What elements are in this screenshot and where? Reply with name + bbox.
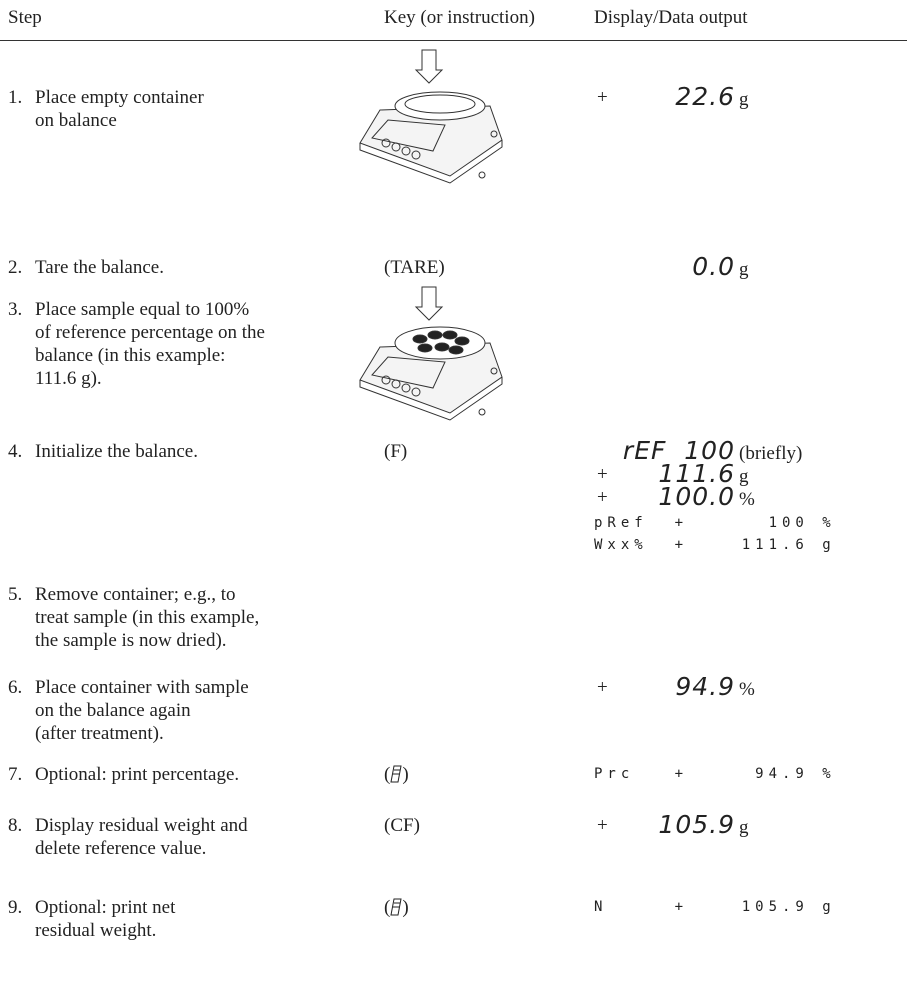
key: (): [384, 763, 409, 786]
step-number: 8.: [8, 815, 23, 836]
printout-line: Wxx% + 111.6 g: [594, 537, 836, 553]
step-text: Place container with sample: [35, 677, 249, 698]
display-note: (briefly): [739, 443, 803, 464]
balance-empty: [359, 49, 503, 184]
display-line: +94.9%: [594, 672, 755, 701]
header-step: Step: [8, 7, 42, 28]
display-unit: g: [739, 89, 749, 110]
step-number: 9.: [8, 897, 23, 918]
key-open: (: [384, 764, 391, 785]
display-line: +111.6 g: [594, 459, 749, 488]
step-text: (after treatment).: [35, 723, 164, 744]
key-open: (: [384, 897, 391, 918]
key-close: ): [402, 897, 409, 918]
key: (TARE): [384, 257, 445, 278]
step-number: 2.: [8, 257, 23, 278]
step-text: Optional: print percentage.: [35, 764, 240, 785]
balance-sample: [359, 286, 503, 421]
printout-line: N + 105.9 g: [594, 899, 836, 915]
display-reading: 105.9: [658, 810, 735, 839]
display-sign: +: [597, 815, 608, 836]
step-number: 6.: [8, 677, 23, 698]
display-line: +100.0%: [594, 482, 755, 511]
step-text: Remove container; e.g., to: [35, 584, 236, 605]
print-icon: [390, 898, 402, 916]
display-reading: 22.6: [675, 82, 735, 111]
display-reading: 94.9: [675, 672, 735, 701]
step-number: 1.: [8, 87, 23, 108]
step-text: Place empty container: [35, 87, 204, 108]
display-line: rEF 100 (briefly): [594, 436, 803, 465]
display-unit: %: [739, 679, 755, 700]
step-text: Display residual weight and: [35, 815, 248, 836]
key: (CF): [384, 815, 420, 836]
step-text: 111.6 g).: [35, 368, 102, 389]
header-key: Key (or instruction): [384, 7, 535, 28]
printout-line: pRef + 100 %: [594, 515, 836, 531]
display-reading: rEF 100: [622, 436, 735, 465]
step-text: on balance: [35, 110, 117, 131]
display-line: 0.0 g: [594, 252, 749, 281]
step-text: Optional: print net: [35, 897, 176, 918]
step-text: the sample is now dried).: [35, 630, 227, 651]
step-text: treat sample (in this example,: [35, 607, 260, 628]
display-sign: +: [597, 464, 608, 485]
header-rule: [0, 40, 907, 41]
display-sign: +: [597, 87, 608, 108]
step-text: of reference percentage on the: [35, 322, 265, 343]
step-text: Tare the balance.: [35, 257, 164, 278]
display-unit: g: [739, 466, 749, 487]
step-text: on the balance again: [35, 700, 191, 721]
step-number: 4.: [8, 441, 23, 462]
display-sign: +: [597, 677, 608, 698]
key-close: ): [402, 764, 409, 785]
key: (F): [384, 441, 408, 462]
step-text: residual weight.: [35, 920, 157, 941]
display-unit: g: [739, 259, 749, 280]
display-line: +105.9 g: [594, 810, 749, 839]
display-unit: %: [739, 489, 755, 510]
display-sign: +: [597, 487, 608, 508]
step-number: 5.: [8, 584, 23, 605]
display-line: +22.6 g: [594, 82, 749, 111]
print-icon: [390, 765, 402, 783]
display-unit: g: [739, 817, 749, 838]
printout-line: Prc + 94.9 %: [594, 766, 836, 782]
step-number: 7.: [8, 764, 23, 785]
step-text: delete reference value.: [35, 838, 207, 859]
display-reading: 0.0: [692, 252, 735, 281]
display-reading: 111.6: [658, 459, 735, 488]
header-display: Display/Data output: [594, 7, 748, 28]
display-reading: 100.0: [658, 482, 735, 511]
step-text: Place sample equal to 100%: [35, 299, 250, 320]
step-number: 3.: [8, 299, 23, 320]
step-text: balance (in this example:: [35, 345, 226, 366]
key: (): [384, 896, 409, 919]
step-text: Initialize the balance.: [35, 441, 198, 462]
